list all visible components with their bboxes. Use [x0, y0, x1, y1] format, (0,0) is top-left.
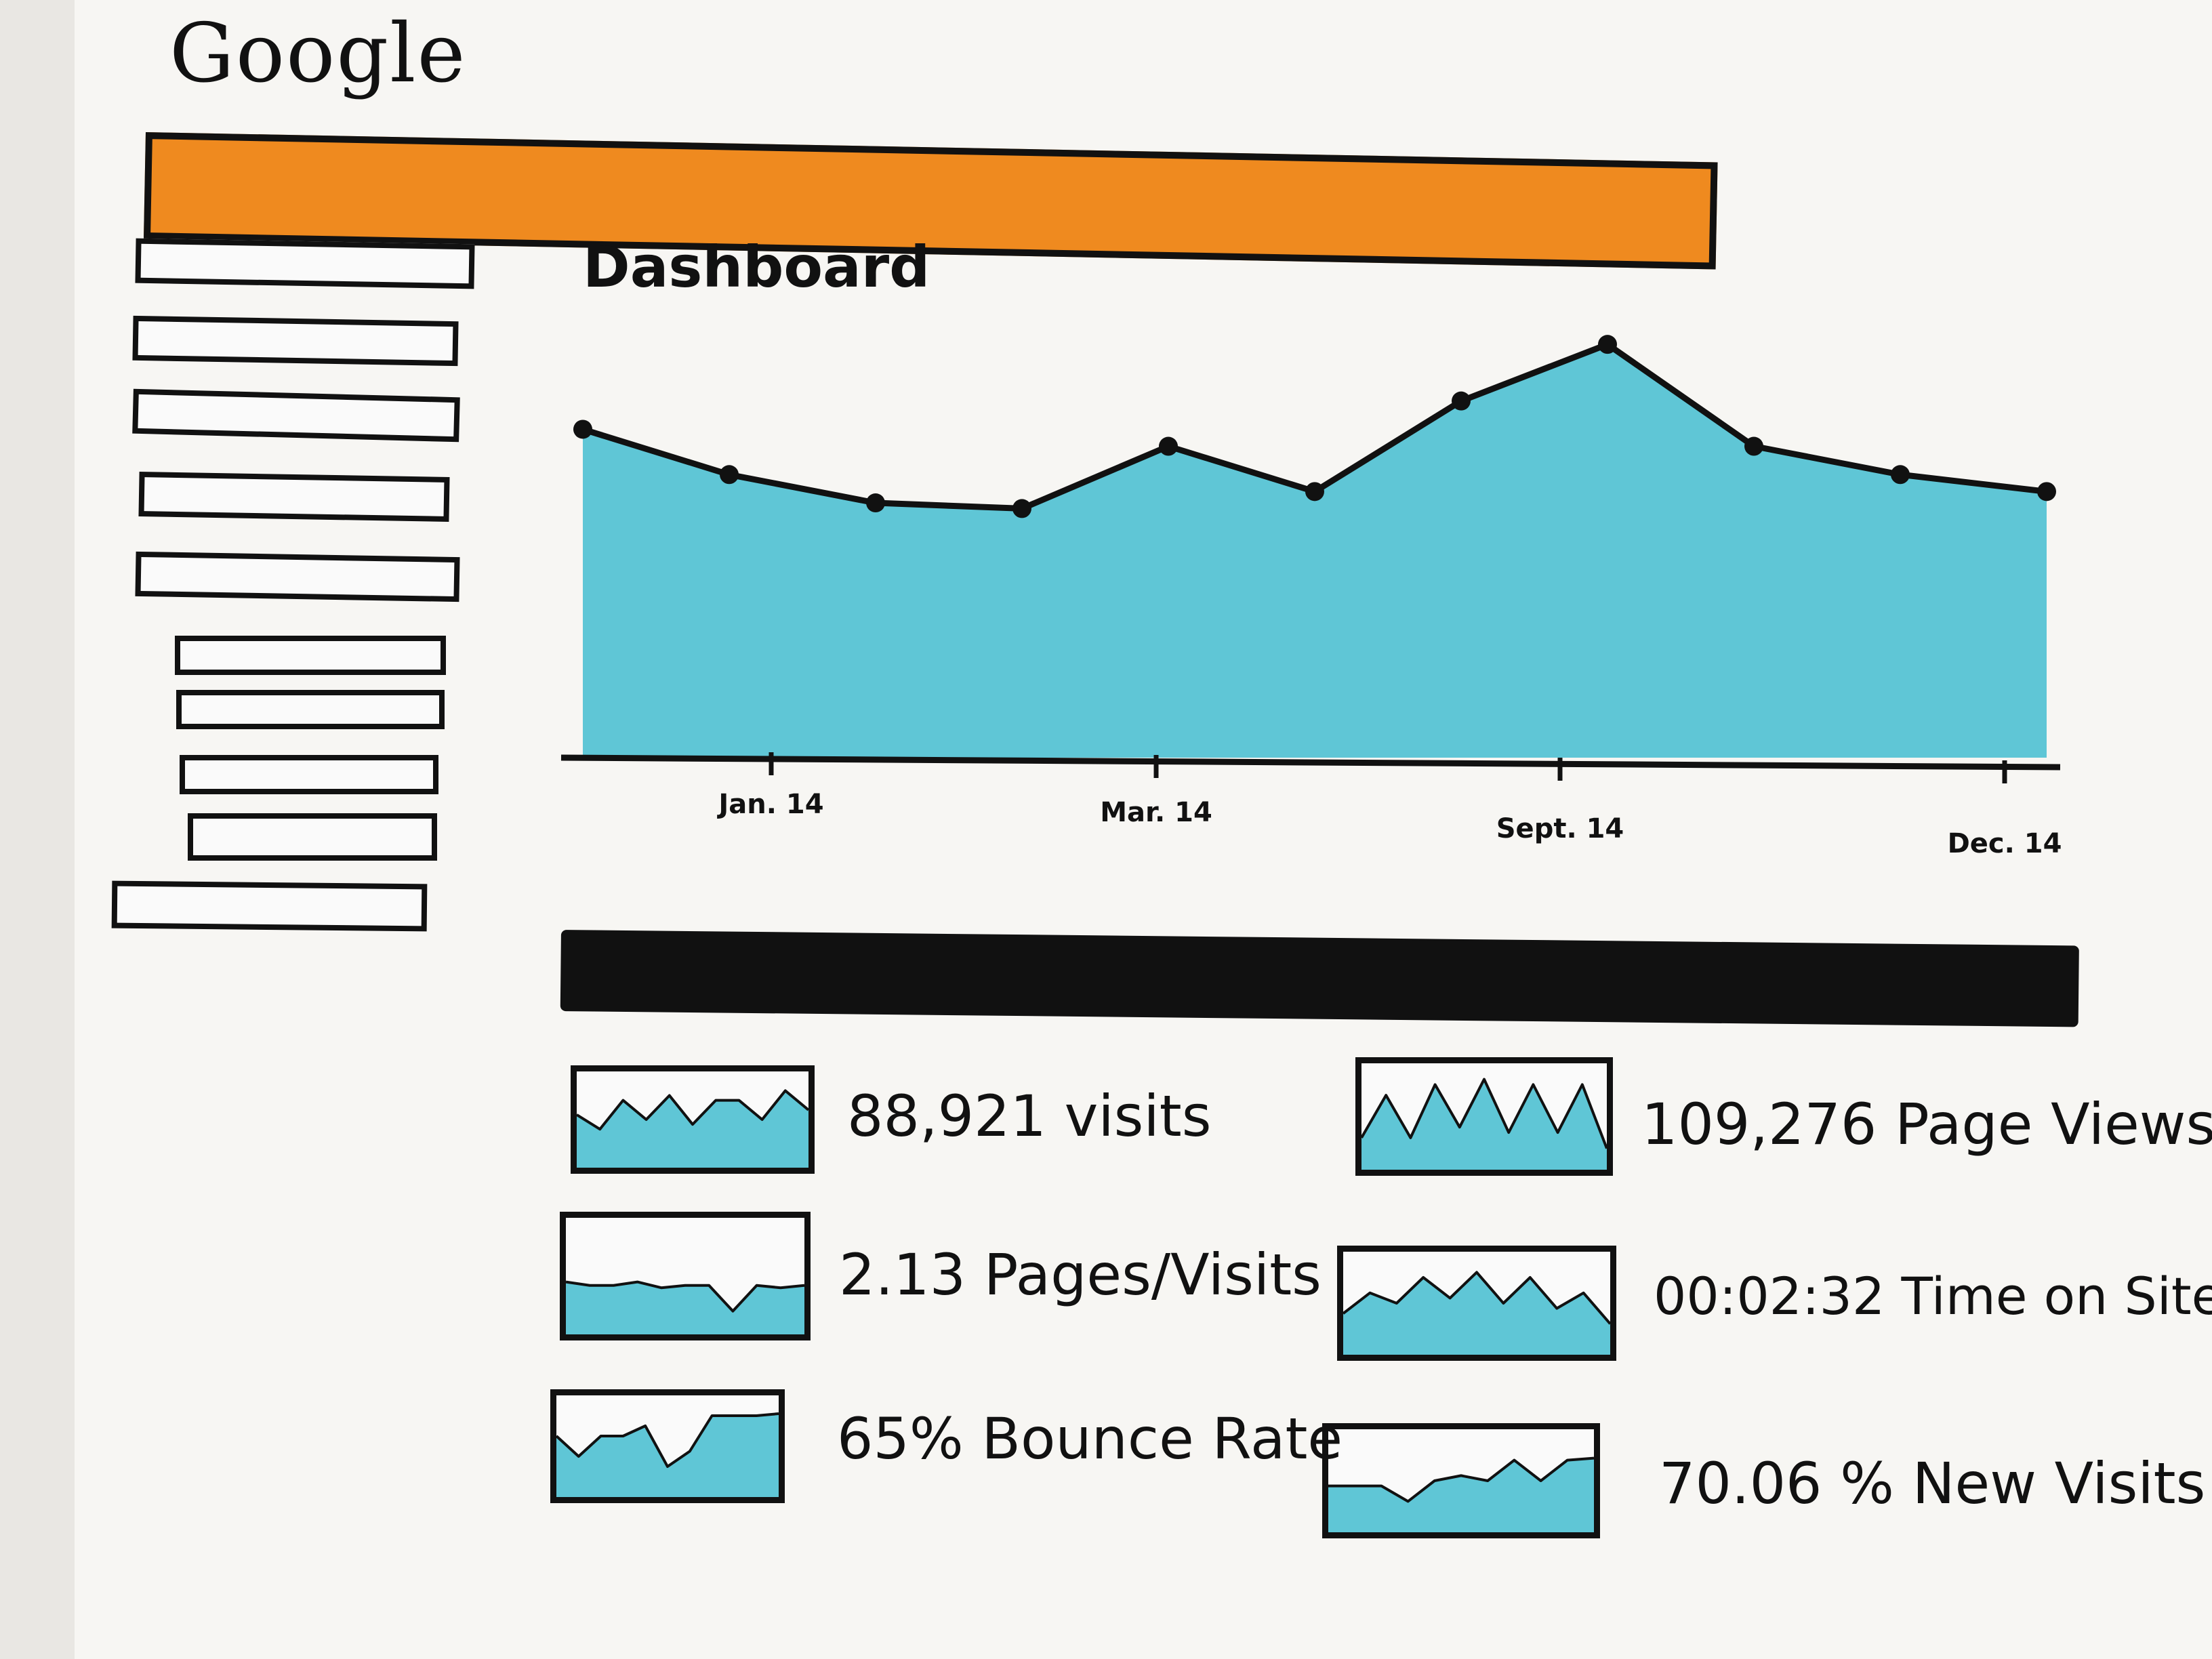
sparkline-graphic [1361, 1063, 1607, 1170]
bounce-rate-sparkline [550, 1389, 785, 1503]
time-on-site-sparkline [1337, 1246, 1616, 1361]
sparkline-fill [1361, 1079, 1607, 1170]
chart-point[interactable] [1452, 391, 1471, 411]
sidebar-item[interactable] [176, 690, 445, 729]
sparkline-graphic [1328, 1429, 1594, 1532]
pages-per-visit-sparkline [560, 1212, 811, 1340]
sparkline-line [577, 1090, 808, 1129]
chart-area-fill [583, 344, 2047, 758]
chart-point[interactable] [720, 465, 739, 485]
sparkline-line [1328, 1458, 1594, 1502]
sparkline-graphic [1343, 1252, 1610, 1355]
visits-metric: 88,921 visits [847, 1083, 1212, 1149]
chart-point[interactable] [1159, 436, 1178, 456]
new-visits-sparkline [1322, 1423, 1600, 1538]
pages-per-visit-metric: 2.13 Pages/Visits [839, 1242, 1322, 1308]
sidebar-item[interactable] [188, 813, 437, 861]
page-views-sparkline [1355, 1057, 1613, 1176]
chart-point[interactable] [1012, 499, 1031, 518]
sidebar-item[interactable] [175, 636, 446, 675]
new-visits-metric: 70.06 % New Visits [1659, 1450, 2206, 1517]
sparkline-line [1343, 1272, 1610, 1324]
chart-point[interactable] [1744, 436, 1763, 456]
sparkline-fill [1328, 1458, 1594, 1532]
x-tick-label: Mar. 14 [1100, 797, 1212, 828]
chart-point[interactable] [2037, 482, 2056, 501]
sparkline-line [1361, 1080, 1607, 1149]
sparkline-line [566, 1282, 804, 1311]
google-logo: Google [169, 7, 467, 101]
page-views-metric: 109,276 Page Views [1641, 1091, 2212, 1158]
sparkline-fill [1343, 1272, 1610, 1355]
sparkline-fill [577, 1090, 808, 1168]
x-tick-label: Dec. 14 [1948, 828, 2062, 859]
sparkline-line [556, 1414, 779, 1467]
sparkline-fill [556, 1414, 779, 1497]
chart-point[interactable] [1891, 465, 1910, 485]
x-tick-label: Jan. 14 [716, 789, 823, 820]
chart-point[interactable] [573, 419, 592, 439]
x-tick-label: Sept. 14 [1496, 813, 1624, 844]
page-title: Dashboard [583, 234, 930, 300]
bounce-rate-metric: 65% Bounce Rate [837, 1406, 1343, 1472]
chart-point[interactable] [1598, 335, 1617, 354]
sparkline-graphic [556, 1395, 779, 1497]
timeline-range-bar[interactable] [560, 930, 2079, 1027]
time-on-site-metric: 00:02:32 Time on Site [1654, 1266, 2212, 1326]
sparkline-graphic [566, 1218, 804, 1334]
sparkline-fill [566, 1282, 804, 1334]
visits-sparkline [571, 1065, 815, 1174]
x-axis [560, 754, 2061, 771]
chart-point[interactable] [1305, 482, 1324, 501]
sparkline-graphic [577, 1071, 808, 1168]
chart-point[interactable] [866, 493, 885, 513]
sidebar-item[interactable] [180, 755, 438, 794]
